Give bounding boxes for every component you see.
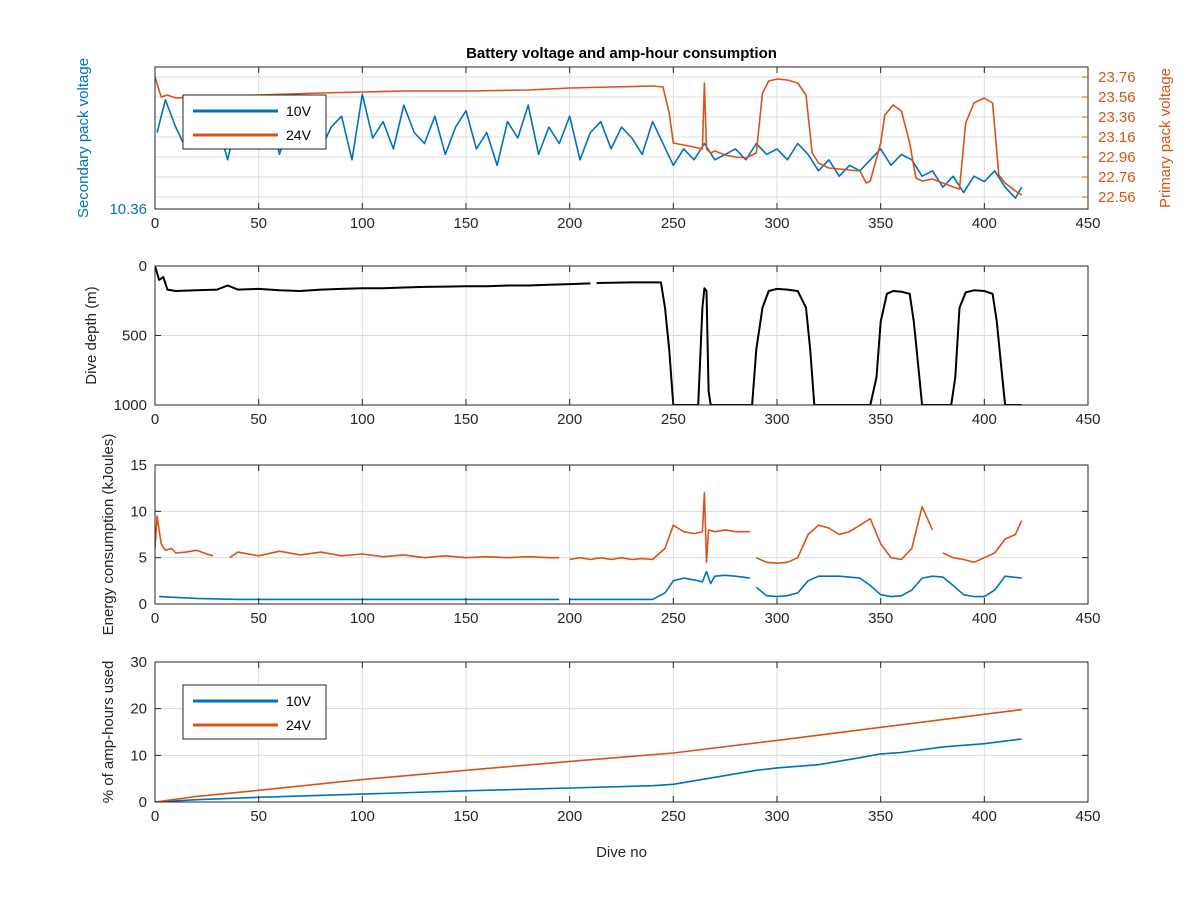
y-tick-label: 20 [130,701,147,718]
legend: 10V 24V [182,684,327,740]
x-tick-label: 400 [972,215,997,232]
x-tick-label: 100 [350,610,375,627]
x-tick-label: 350 [868,411,893,428]
y-axis-label: % of amp-hours used [100,661,117,804]
y-tick-label: 1000 [114,397,147,414]
y-axis-label-right: Primary pack voltage [1157,68,1174,208]
x-tick-label: 450 [1075,610,1100,627]
axes-frame [154,464,1089,605]
x-tick-label: 150 [453,610,478,627]
data-layer [155,492,1023,601]
x-tick-label: 300 [764,411,789,428]
x-axis-label: Dive no [596,844,647,861]
y-tick-label: 0 [139,794,147,811]
axes-panel-2: 0 50 100 150 200 250 300 350 400 450 0 500 1000 Dive … [83,258,1101,428]
series-line-10v [155,738,1022,802]
y-tick-label-right: 22.96 [1098,149,1136,166]
x-tick-label: 50 [250,808,267,825]
x-tick-label: 150 [453,808,478,825]
x-tick-label: 100 [350,808,375,825]
legend-label-24v: 24V [286,127,312,143]
x-tick-label: 300 [764,808,789,825]
x-tick-label: 250 [661,215,686,232]
x-tick-label: 0 [151,215,159,232]
axes-frame [154,661,1089,803]
x-tick-label: 0 [151,610,159,627]
y-tick-label: 0 [139,596,147,613]
y-tick-label-right: 23.16 [1098,129,1136,146]
y-tick-label: 10 [130,503,147,520]
series-line-24v [155,708,1022,802]
x-tick-label: 100 [350,411,375,428]
x-tick-label: 0 [151,808,159,825]
data-layer [155,266,1022,405]
x-tick-label: 450 [1075,808,1100,825]
x-tick-label: 50 [250,215,267,232]
x-tick-label: 400 [972,808,997,825]
axes-panel-4: 0 50 100 150 200 250 300 350 400 450 0 10 20 30 % of a… [100,654,1101,861]
data-layer [155,708,1022,802]
y-tick-label-right: 22.56 [1098,189,1136,206]
y-axis-label: Energy consumption (kJoules) [100,434,117,636]
y-tick-label-right: 22.76 [1098,169,1136,186]
legend: 10V 24V [182,94,327,150]
x-tick-label: 150 [453,411,478,428]
y-axis-label: Dive depth (m) [83,286,100,384]
x-tick-label: 200 [557,808,582,825]
x-tick-label: 50 [250,610,267,627]
x-tick-label: 0 [151,411,159,428]
x-tick-label: 300 [764,610,789,627]
x-tick-label: 350 [868,610,893,627]
axes-panel-3: 0 50 100 150 200 250 300 350 400 450 0 5 10 15 Energy … [100,434,1101,636]
x-tick-label: 250 [661,808,686,825]
x-tick-label: 250 [661,411,686,428]
x-tick-label: 50 [250,411,267,428]
x-tick-label: 350 [868,808,893,825]
x-tick-label: 400 [972,411,997,428]
y-tick-label: 15 [130,457,147,474]
legend-label-10v: 10V [286,103,312,119]
axes-frame [154,66,1089,210]
y-tick-label: 30 [130,654,147,671]
axes-panel-1: 0 50 100 150 200 250 300 350 400 450 10.36 22.56 22.… [75,45,1174,232]
series-line-24v [155,76,1023,196]
plot-layer: 0 50 100 150 200 250 300 350 400 45010.3622.5622.… [75,45,1174,861]
chart-title: Battery voltage and amp-hour consumption [466,45,777,62]
series-line-24v [155,492,1023,564]
legend-label-10v: 10V [286,693,312,709]
x-tick-label: 100 [350,215,375,232]
legend-label-24v: 24V [286,717,312,733]
x-tick-label: 200 [557,215,582,232]
y-tick-label-left: 10.36 [109,201,147,218]
y-tick-label: 10 [130,747,147,764]
x-tick-label: 300 [764,215,789,232]
x-tick-label: 450 [1075,411,1100,428]
y-axis-label-left: Secondary pack voltage [75,58,92,218]
x-tick-label: 200 [557,411,582,428]
legend-box [182,684,327,740]
x-tick-label: 450 [1075,215,1100,232]
x-tick-label: 350 [868,215,893,232]
y-tick-label-right: 23.76 [1098,69,1136,86]
y-tick-label: 5 [139,550,147,567]
series-line-depth [155,266,1022,405]
y-tick-label: 500 [122,328,147,345]
x-tick-label: 400 [972,610,997,627]
x-tick-label: 250 [661,610,686,627]
x-tick-label: 150 [453,215,478,232]
y-tick-label: 0 [139,258,147,275]
y-tick-label-right: 23.56 [1098,89,1136,106]
y-tick-label-right: 23.36 [1098,109,1136,126]
x-tick-label: 200 [557,610,582,627]
legend-box [182,94,327,150]
